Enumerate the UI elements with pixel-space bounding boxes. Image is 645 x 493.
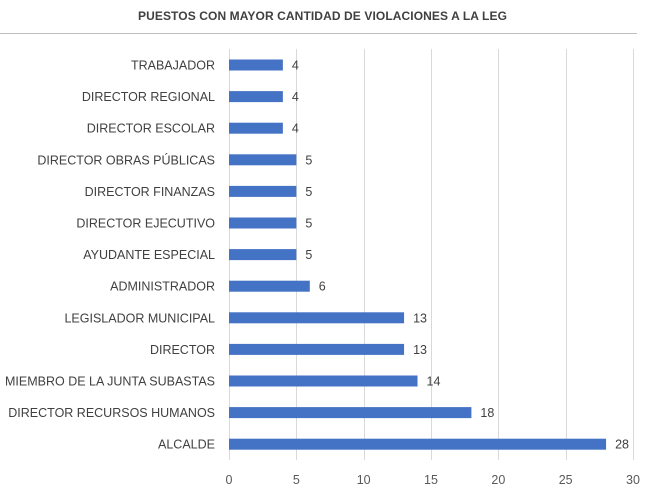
x-tick-label: 25 xyxy=(559,473,573,487)
data-label: 5 xyxy=(305,248,312,262)
data-label: 5 xyxy=(305,185,312,199)
category-label: ADMINISTRADOR xyxy=(110,280,215,294)
data-label: 4 xyxy=(292,90,299,104)
title-divider xyxy=(0,33,637,34)
bar xyxy=(229,185,297,197)
data-label: 5 xyxy=(305,153,312,167)
x-tick-label: 15 xyxy=(424,473,438,487)
data-label: 18 xyxy=(480,406,494,420)
x-tick-label: 30 xyxy=(626,473,640,487)
category-label: DIRECTOR ESCOLAR xyxy=(87,122,215,136)
category-label: DIRECTOR EJECUTIVO xyxy=(76,217,215,231)
x-tick-label: 0 xyxy=(226,473,233,487)
category-label: DIRECTOR REGIONAL xyxy=(82,90,215,104)
category-label: MIEMBRO DE LA JUNTA SUBASTAS xyxy=(5,375,215,389)
chart-title: PUESTOS CON MAYOR CANTIDAD DE VIOLACIONE… xyxy=(137,9,508,23)
category-label: TRABAJADOR xyxy=(131,59,215,73)
x-tick-label: 10 xyxy=(357,473,371,487)
gridlines xyxy=(229,49,634,460)
category-label: ALCALDE xyxy=(158,438,215,452)
x-tick-label: 5 xyxy=(293,473,300,487)
category-label: LEGISLADOR MUNICIPAL xyxy=(64,311,215,325)
bar xyxy=(229,375,418,387)
data-label: 14 xyxy=(427,375,441,389)
bar xyxy=(229,407,472,419)
category-label: AYUDANTE ESPECIAL xyxy=(83,248,215,262)
category-label: DIRECTOR OBRAS PÚBLICAS xyxy=(37,152,215,167)
category-labels: TRABAJADOR DIRECTOR REGIONAL DIRECTOR ESCO… xyxy=(5,59,215,452)
bar xyxy=(229,312,405,324)
bar xyxy=(229,343,405,355)
bar xyxy=(229,249,297,261)
bar xyxy=(229,217,297,229)
bars xyxy=(229,59,607,450)
bar xyxy=(229,122,283,134)
category-label: DIRECTOR RECURSOS HUMANOS xyxy=(8,406,215,420)
bar xyxy=(229,438,607,450)
category-label: DIRECTOR xyxy=(150,343,215,357)
data-label: 5 xyxy=(305,217,312,231)
data-label: 13 xyxy=(413,343,427,357)
bar xyxy=(229,280,310,292)
data-label: 13 xyxy=(413,311,427,325)
x-axis-tick-labels: 0 5 10 15 20 25 30 xyxy=(226,473,640,487)
x-tick-label: 20 xyxy=(491,473,505,487)
bar xyxy=(229,154,297,166)
data-label: 4 xyxy=(292,59,299,73)
category-label: DIRECTOR FINANZAS xyxy=(85,185,215,199)
data-label: 6 xyxy=(319,280,326,294)
data-label: 4 xyxy=(292,122,299,136)
bar xyxy=(229,59,283,71)
data-label: 28 xyxy=(615,438,629,452)
bar xyxy=(229,91,283,103)
data-labels: 4 4 4 5 5 5 5 6 13 13 14 18 28 xyxy=(292,59,629,452)
